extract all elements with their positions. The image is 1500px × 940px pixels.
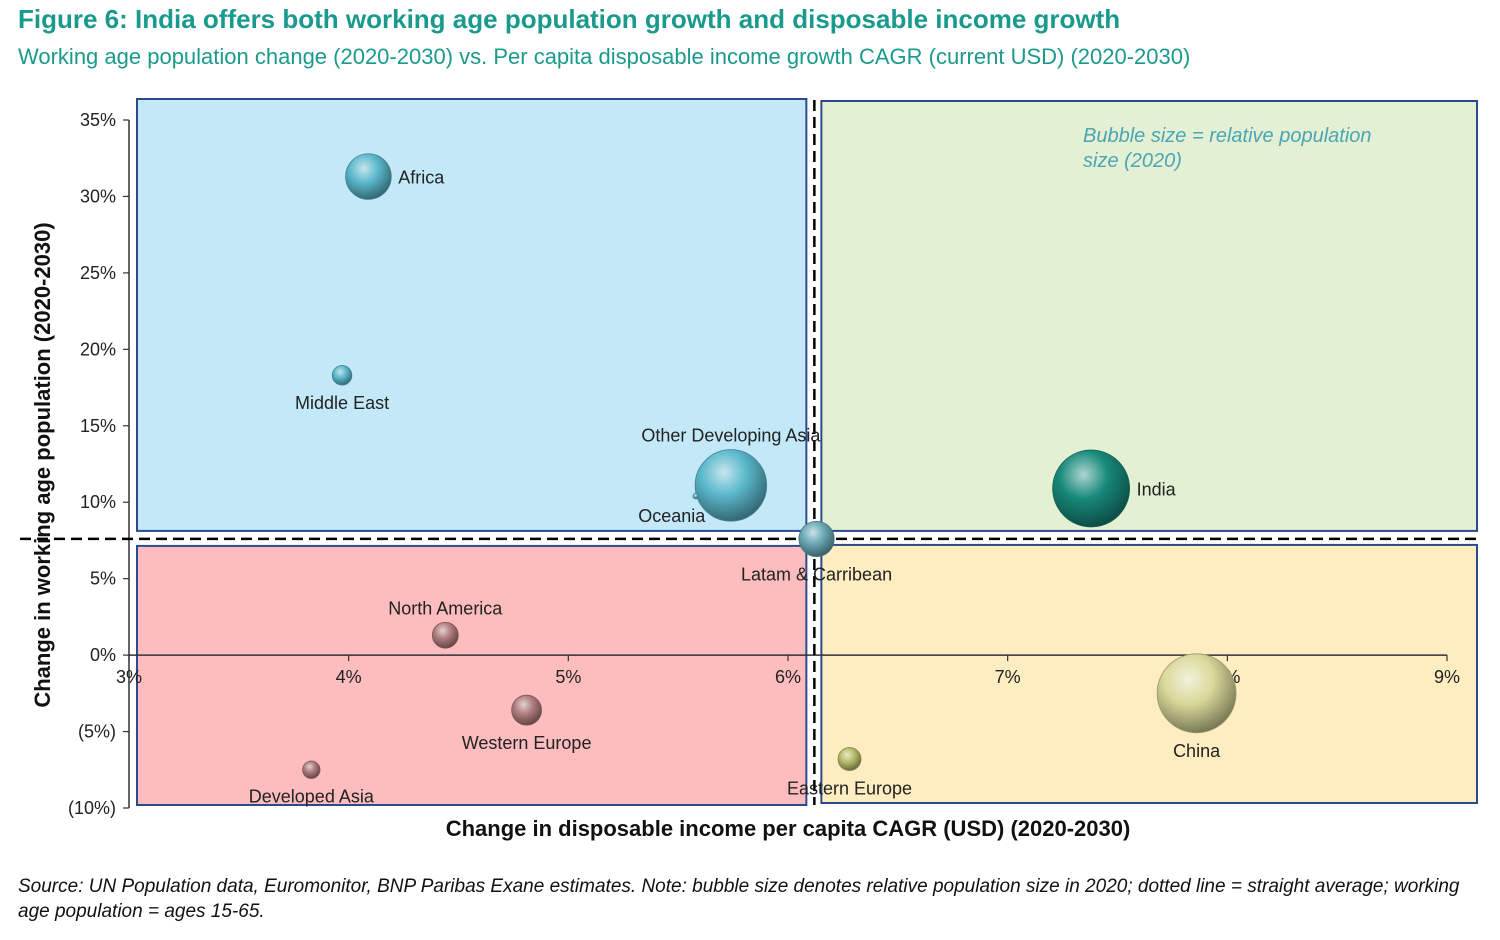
y-tick-label: 30% [80, 186, 116, 206]
y-tick-label: 5% [90, 569, 116, 589]
y-tick-label: 15% [80, 416, 116, 436]
x-axis-label: Change in disposable income per capita C… [446, 816, 1131, 841]
bubble-label-oceania: Oceania [638, 506, 706, 526]
y-tick-label: (5%) [78, 722, 116, 742]
bubble-north-america [431, 621, 459, 649]
bubble-western-europe [511, 694, 542, 726]
quadrant-top-right [820, 100, 1478, 532]
bubble-india [1052, 449, 1131, 528]
bubble-size-annotation: Bubble size = relative population size (2… [1083, 125, 1372, 172]
quadrant-bottom-left [136, 544, 808, 806]
x-tick-label: 6% [775, 667, 801, 687]
bubble-developed-asia [302, 760, 321, 779]
bubble-china [1156, 653, 1237, 734]
bubble-label-north-america: North America [388, 598, 503, 618]
y-tick-label: 35% [80, 110, 116, 130]
bubble-label-western-europe: Western Europe [462, 733, 592, 753]
bubble-other-developing-asia [694, 449, 768, 522]
y-tick-label: 20% [80, 339, 116, 359]
bubble-label-developed-asia: Developed Asia [249, 786, 375, 806]
x-tick-label: 5% [555, 667, 581, 687]
bubble-africa [345, 153, 392, 200]
source-note: Source: UN Population data, Euromonitor,… [18, 876, 1460, 922]
x-tick-label: 3% [116, 667, 142, 687]
y-tick-label: 0% [90, 645, 116, 665]
y-axis-label: Change in working age population (2020-2… [30, 222, 55, 707]
x-tick-label: 7% [995, 667, 1021, 687]
y-tick-label: (10%) [68, 798, 116, 818]
chart-subtitle: Working age population change (2020-2030… [18, 44, 1191, 69]
y-tick-label: 10% [80, 492, 116, 512]
bubble-chart: 35% 30% 25% 20% 15% 10% 5% 0% (5%) (10%) 3% 4% 5% 6% 7… [20, 98, 1480, 841]
bubble-middle-east [331, 365, 353, 386]
bubble-label-latam-and-carribean: Latam & Carribean [741, 565, 892, 585]
bubble-label-africa: Africa [398, 168, 445, 188]
bubble-label-middle-east: Middle East [295, 393, 389, 413]
bubble-latam-and-carribean [798, 520, 835, 557]
x-tick-label: 9% [1434, 667, 1460, 687]
chart-title: Figure 6: India offers both working age … [18, 4, 1121, 34]
bubble-label-india: India [1137, 479, 1177, 499]
bubble-label-eastern-europe: Eastern Europe [787, 779, 912, 799]
bubble-label-other-developing-asia: Other Developing Asia [641, 426, 821, 446]
quadrant-bottom-right [820, 543, 1478, 804]
y-tick-label: 25% [80, 263, 116, 283]
bubble-oceania [692, 492, 699, 500]
quadrant-top-left [136, 98, 808, 532]
x-tick-label: 4% [336, 667, 362, 687]
bubble-eastern-europe [837, 747, 862, 771]
bubble-label-china: China [1173, 741, 1221, 761]
